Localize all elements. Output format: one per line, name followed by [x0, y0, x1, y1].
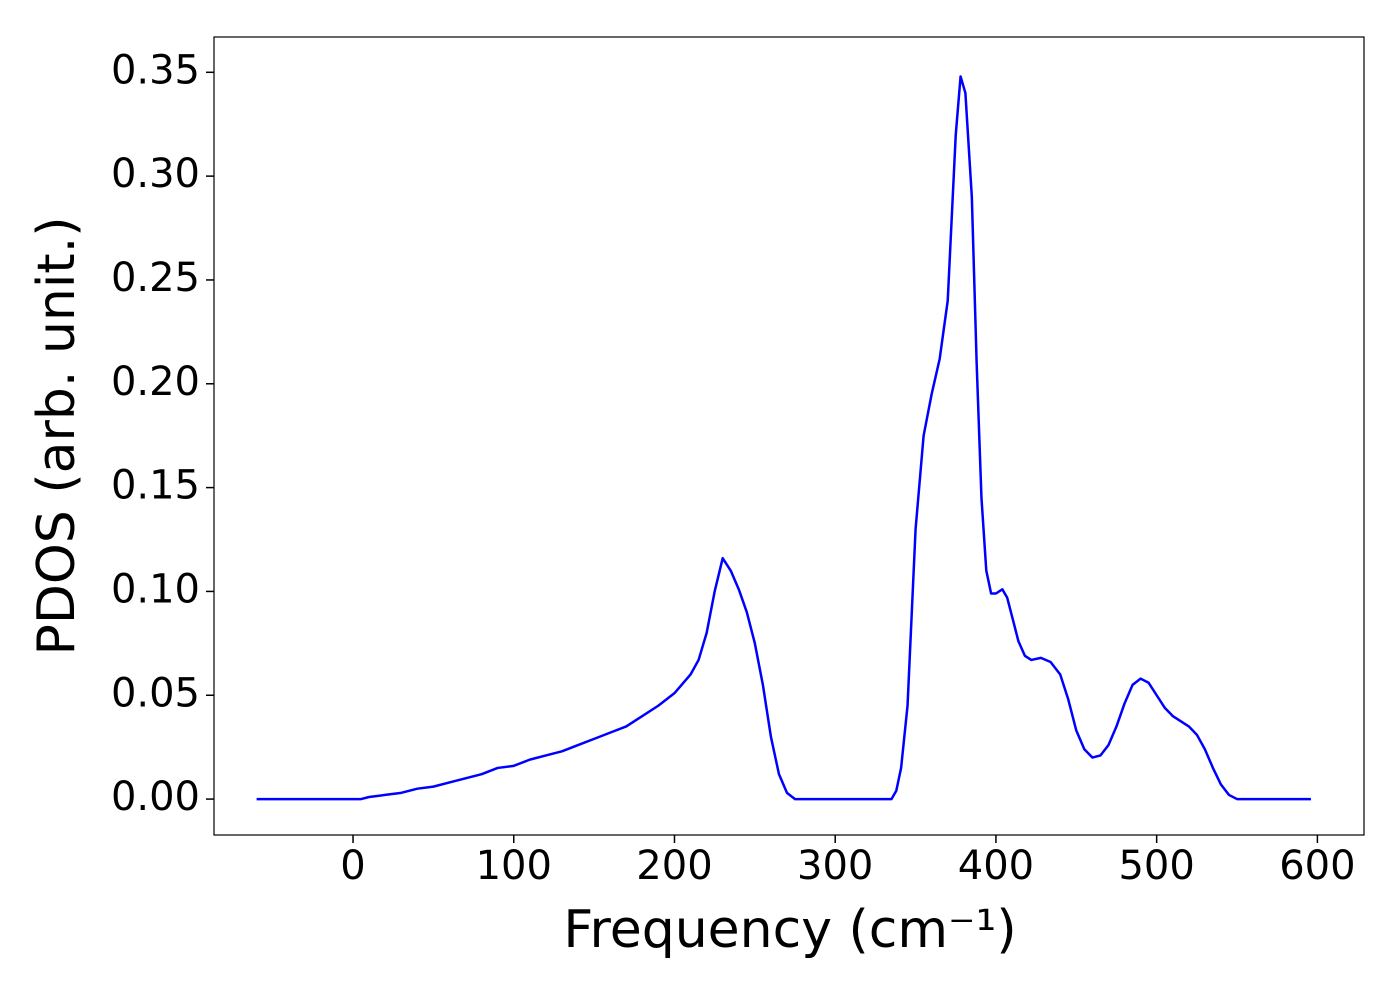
y-tick-label: 0.10 — [111, 566, 200, 612]
y-tick-label: 0.15 — [111, 463, 200, 509]
x-axis-label: Frequency (cm⁻¹) — [563, 900, 1016, 960]
y-tick-label: 0.00 — [111, 774, 200, 820]
y-tick-label: 0.35 — [111, 47, 200, 93]
x-tick-label: 400 — [958, 843, 1034, 889]
x-tick-label: 0 — [340, 843, 365, 889]
x-tick-label: 200 — [636, 843, 712, 889]
plot-frame — [213, 36, 1365, 836]
y-tick-label: 0.05 — [111, 670, 200, 716]
y-tick-label: 0.25 — [111, 255, 200, 301]
pdos-line — [256, 75, 1311, 801]
y-tick-label: 0.30 — [111, 151, 200, 197]
x-tick-label: 100 — [476, 843, 552, 889]
x-tick-label: 300 — [797, 843, 873, 889]
x-tick-label: 500 — [1118, 843, 1194, 889]
y-tick-label: 0.20 — [111, 359, 200, 405]
y-axis-label: PDOS (arb. unit.) — [27, 216, 87, 655]
x-tick-label: 600 — [1279, 843, 1355, 889]
